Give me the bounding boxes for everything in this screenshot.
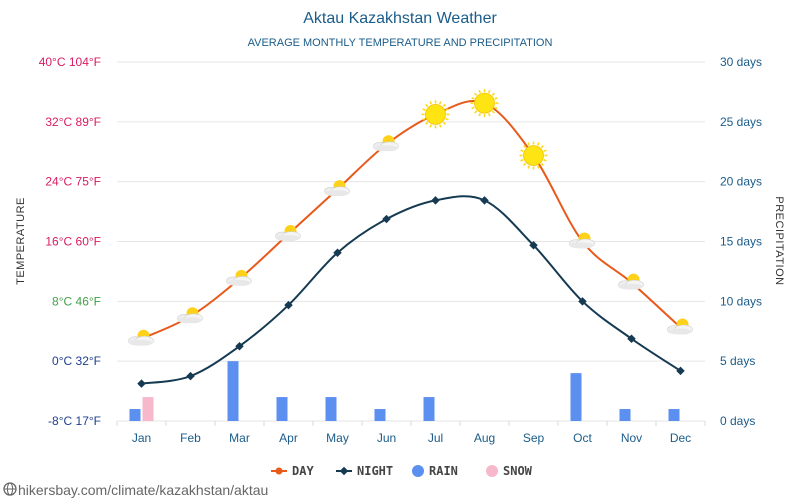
partly-cloudy-icon [373,135,399,152]
right-tick-label: 10 days [720,294,762,308]
left-tick-label: -8°C 17°F [48,414,101,428]
legend-label: SNOW [503,464,533,478]
right-tick-label: 30 days [720,55,762,69]
temperature-lines [137,100,685,388]
chart-subtitle: AVERAGE MONTHLY TEMPERATURE AND PRECIPIT… [248,37,553,49]
left-tick-label: 8°C 46°F [52,294,101,308]
point-night-apr [284,300,293,310]
legend-marker [275,467,283,475]
left-tick-label: 24°C 75°F [45,175,101,189]
legend-swatch [412,465,424,477]
right-tick-label: 15 days [720,235,762,249]
x-tick-label-aug: Aug [474,431,495,445]
partly-cloudy-icon [226,269,252,286]
source-link[interactable]: hikersbay.com/climate/kazakhstan/aktau [3,482,268,498]
point-night-dec [676,366,685,376]
left-axis-ticks: 40°C 104°F 32°C 89°F 24°C 75°F 16°C 60°F 8°C… [39,55,101,428]
right-axis-ticks: 30 days 25 days 20 days 15 days 10 days 5 day… [720,55,762,428]
bar-rain-nov [619,409,631,421]
x-tick-label-jul: Jul [428,431,443,445]
bar-rain-mar [227,361,239,421]
partly-cloudy-icon [667,318,693,335]
source-text: hikersbay.com/climate/kazakhstan/aktau [18,482,268,498]
line-night [141,195,682,385]
bar-rain-jul [423,397,435,421]
legend-swatch [486,465,498,477]
point-night-jan [137,379,146,388]
right-tick-label: 0 days [720,414,755,428]
legend-item-day[interactable]: DAY [271,464,314,478]
weather-icons [128,89,693,346]
bar-rain-jun [374,409,386,421]
x-tick-label-may: May [326,431,349,445]
left-tick-label: 0°C 32°F [52,354,101,368]
x-tick-label-apr: Apr [279,431,298,445]
globe-icon [3,482,17,496]
point-night-may [333,248,342,257]
sun-icon [519,141,548,170]
left-tick-label: 32°C 89°F [45,115,101,129]
point-night-oct [578,297,587,306]
point-night-jul [431,196,440,205]
x-axis-ticks: Jan Feb Mar Apr May Jun Jul Aug Sep Oct Nov Dec [116,421,706,445]
point-night-jun [382,214,391,224]
x-tick-label-dec: Dec [670,431,691,445]
bar-rain-apr [276,397,288,421]
bar-rain-jan [129,409,141,421]
point-night-nov [627,334,636,343]
legend-label: NIGHT [357,464,393,478]
sun-icon [470,89,499,118]
partly-cloudy-icon [275,225,301,242]
point-night-aug [480,196,489,205]
partly-cloudy-icon [618,273,644,290]
x-tick-label-nov: Nov [621,431,642,445]
x-tick-label-mar: Mar [229,431,250,445]
bar-rain-oct [570,373,582,421]
gridlines [117,61,705,422]
point-night-mar [235,341,244,351]
x-tick-label-jun: Jun [377,431,396,445]
legend: DAY NIGHT RAIN SNOW [271,464,533,478]
right-tick-label: 20 days [720,175,762,189]
bar-snow-jan [142,397,154,421]
x-tick-label-sep: Sep [523,431,545,445]
right-tick-label: 5 days [720,354,755,368]
legend-item-night[interactable]: NIGHT [336,464,393,478]
precipitation-bars [129,361,680,421]
partly-cloudy-icon [324,180,350,197]
left-tick-label: 40°C 104°F [39,55,101,69]
chart-title: Aktau Kazakhstan Weather [303,10,497,27]
right-axis-title: PRECIPITATION [773,196,785,285]
bar-rain-dec [668,409,680,421]
x-tick-label-oct: Oct [573,431,592,445]
bar-rain-may [325,397,337,421]
partly-cloudy-icon [128,329,154,346]
legend-item-snow[interactable]: SNOW [486,464,533,478]
line-day [141,100,682,340]
legend-label: DAY [292,464,314,478]
partly-cloudy-icon [569,232,595,249]
left-axis-title: TEMPERATURE [15,197,27,285]
x-tick-label-jan: Jan [132,431,151,445]
legend-item-rain[interactable]: RAIN [412,464,458,478]
x-tick-label-feb: Feb [180,431,201,445]
left-tick-label: 16°C 60°F [45,235,101,249]
partly-cloudy-icon [177,307,203,324]
legend-marker [339,466,349,476]
legend-label: RAIN [429,464,458,478]
sun-icon [421,100,450,129]
right-tick-label: 25 days [720,115,762,129]
point-night-feb [186,371,195,381]
